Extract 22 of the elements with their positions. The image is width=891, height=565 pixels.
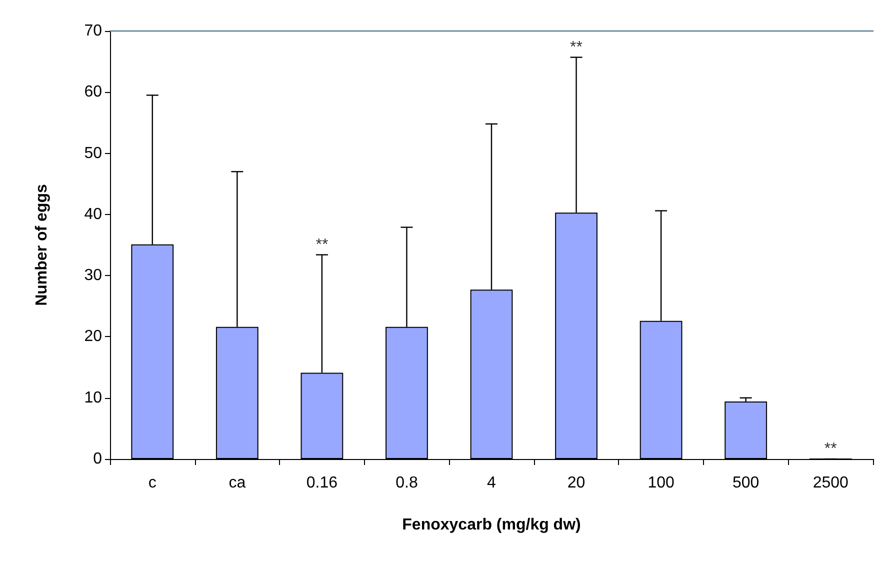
x-tick-label: 4 [487,474,496,492]
x-tick-label: 500 [732,474,760,492]
y-tick-label: 60 [84,84,102,101]
y-tick-label: 20 [84,328,102,346]
x-tick-label: 0.8 [396,474,418,492]
x-tick-label: 20 [567,474,586,492]
y-tick-label: 10 [84,389,102,406]
annotation: ** [570,38,583,56]
annotation: ** [824,440,837,458]
y-tick-label: 30 [84,267,102,284]
x-tick-label: 0.16 [306,474,338,492]
x-axis-title: Fenoxycarb (mg/kg dw) [402,516,581,534]
y-tick-label: 50 [84,144,102,162]
y-tick-label: 40 [84,206,102,223]
x-tick-label: c [148,474,156,492]
x-tick-label: 2500 [812,474,849,492]
y-tick-label: 0 [93,450,102,468]
x-tick-label: ca [228,474,246,492]
x-tick-label: 100 [648,474,674,492]
y-tick-label: 70 [84,22,102,40]
y-axis-title: Number of eggs [34,184,50,306]
annotation: ** [316,236,328,254]
